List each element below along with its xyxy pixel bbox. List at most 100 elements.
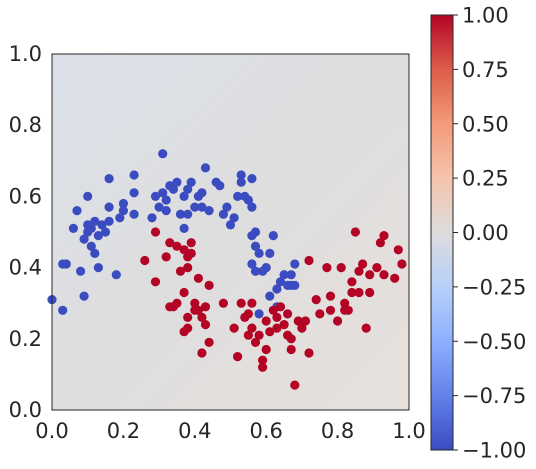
data-point-s1-84 bbox=[393, 245, 403, 255]
data-point-s0-24 bbox=[115, 213, 125, 223]
data-point-s0-60 bbox=[236, 177, 246, 187]
colorbar-tick-label: 0.50 bbox=[462, 112, 509, 136]
data-points bbox=[47, 149, 407, 390]
data-point-s1-19 bbox=[190, 298, 200, 308]
colorbar-tick-label: 0.75 bbox=[462, 58, 509, 82]
data-point-s0-20 bbox=[104, 216, 114, 226]
data-point-s1-56 bbox=[297, 323, 307, 333]
data-point-s0-41 bbox=[179, 191, 189, 201]
data-point-s0-34 bbox=[158, 188, 168, 198]
data-point-s1-47 bbox=[272, 323, 282, 333]
y-tick-label: 1.0 bbox=[9, 42, 42, 66]
data-point-s1-5 bbox=[165, 238, 175, 248]
data-point-s0-84 bbox=[290, 259, 300, 269]
data-point-s1-16 bbox=[183, 263, 193, 273]
data-point-s0-80 bbox=[279, 270, 289, 280]
data-point-s1-60 bbox=[311, 295, 321, 305]
data-point-s0-36 bbox=[161, 195, 171, 205]
x-tick-label: 1.0 bbox=[392, 419, 425, 443]
data-point-s0-4 bbox=[68, 223, 78, 233]
y-tick-label: 0.8 bbox=[9, 113, 42, 137]
data-point-s1-28 bbox=[204, 337, 214, 347]
data-point-s1-24 bbox=[197, 348, 207, 358]
data-point-s0-71 bbox=[254, 309, 264, 319]
colorbar-tick-label: −1.00 bbox=[462, 439, 526, 463]
data-point-s1-3 bbox=[161, 252, 171, 262]
data-point-s0-45 bbox=[186, 177, 196, 187]
data-point-s0-38 bbox=[168, 184, 178, 194]
data-point-s1-9 bbox=[175, 266, 186, 276]
data-point-s0-54 bbox=[218, 209, 228, 219]
x-tick-label: 0.4 bbox=[178, 419, 211, 443]
data-point-s1-62 bbox=[322, 263, 332, 273]
data-point-s1-46 bbox=[272, 312, 282, 322]
data-point-s1-1 bbox=[150, 277, 161, 287]
data-point-s0-33 bbox=[158, 149, 168, 159]
data-point-s1-11 bbox=[179, 287, 189, 298]
data-point-s1-85 bbox=[397, 259, 407, 269]
data-point-s0-56 bbox=[225, 220, 236, 230]
data-point-s1-34 bbox=[243, 309, 253, 319]
y-tick-label: 0.0 bbox=[9, 398, 42, 422]
data-point-s0-19 bbox=[100, 227, 111, 237]
data-point-s0-35 bbox=[161, 206, 171, 216]
data-point-s1-31 bbox=[233, 352, 243, 362]
data-point-s1-70 bbox=[347, 287, 357, 298]
data-point-s0-44 bbox=[183, 184, 193, 194]
data-point-s0-15 bbox=[90, 216, 100, 226]
data-point-s1-79 bbox=[372, 263, 382, 273]
data-point-s1-52 bbox=[286, 334, 296, 344]
data-point-s1-22 bbox=[193, 305, 203, 315]
data-point-s1-8 bbox=[172, 241, 182, 251]
data-point-s1-40 bbox=[258, 362, 268, 372]
data-point-s1-75 bbox=[358, 259, 368, 269]
data-point-s1-53 bbox=[286, 344, 296, 355]
data-point-s0-42 bbox=[179, 223, 189, 233]
data-point-s1-49 bbox=[279, 320, 289, 330]
data-point-s0-48 bbox=[197, 188, 207, 198]
data-point-s0-6 bbox=[76, 266, 86, 276]
data-point-s1-59 bbox=[304, 255, 314, 266]
data-point-s0-59 bbox=[236, 170, 246, 180]
data-point-s0-31 bbox=[150, 191, 161, 201]
data-point-s0-67 bbox=[250, 241, 261, 251]
data-point-s1-83 bbox=[390, 273, 400, 283]
data-point-s1-48 bbox=[275, 302, 286, 312]
data-point-s0-46 bbox=[190, 202, 200, 212]
data-point-s1-76 bbox=[361, 323, 371, 333]
data-point-s0-14 bbox=[90, 248, 100, 258]
data-point-s0-25 bbox=[118, 206, 128, 216]
x-axis-ticks: 0.0 0.2 0.4 0.6 0.8 1.0 bbox=[35, 419, 425, 443]
data-point-s0-23 bbox=[111, 270, 121, 280]
x-tick-label: 0.2 bbox=[107, 419, 140, 443]
data-point-s0-18 bbox=[97, 220, 107, 230]
colorbar: 1.00 0.75 0.50 0.25 0.00 −0.25 −0.50 −0.75 −1.00 bbox=[430, 4, 526, 463]
colorbar-tick-label: −0.50 bbox=[462, 330, 526, 354]
colorbar-ticks: 1.00 0.75 0.50 0.25 0.00 −0.25 −0.50 −0.75 −1.00 bbox=[453, 4, 526, 463]
data-point-s1-13 bbox=[183, 323, 193, 333]
data-point-s1-68 bbox=[340, 298, 350, 308]
data-point-s0-29 bbox=[129, 170, 139, 180]
y-tick-label: 0.6 bbox=[9, 184, 42, 208]
data-point-s1-2 bbox=[150, 227, 161, 237]
data-point-s1-0 bbox=[140, 255, 150, 266]
data-point-s1-43 bbox=[261, 344, 271, 355]
data-point-s0-26 bbox=[118, 198, 128, 209]
data-point-s1-42 bbox=[261, 316, 271, 326]
data-point-s1-44 bbox=[265, 327, 275, 337]
data-point-s1-32 bbox=[236, 298, 246, 308]
data-point-s0-9 bbox=[83, 191, 93, 201]
data-point-s1-7 bbox=[172, 298, 182, 308]
colorbar-tick-label: 0.00 bbox=[462, 221, 509, 245]
data-point-s0-85 bbox=[290, 280, 300, 290]
data-point-s0-57 bbox=[229, 213, 239, 223]
data-point-s1-65 bbox=[333, 316, 343, 326]
colorbar-tick-label: −0.75 bbox=[462, 384, 526, 408]
y-axis-ticks: 0.0 0.2 0.4 0.6 0.8 1.0 bbox=[9, 42, 42, 422]
data-point-s1-21 bbox=[193, 273, 203, 283]
data-point-s0-28 bbox=[129, 188, 139, 198]
data-point-s0-55 bbox=[222, 202, 232, 212]
x-tick-label: 0.6 bbox=[249, 419, 282, 443]
data-point-s0-32 bbox=[154, 202, 164, 212]
data-point-s1-66 bbox=[336, 263, 346, 273]
